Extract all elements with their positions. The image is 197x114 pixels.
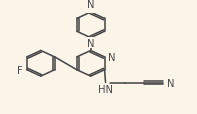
Text: N: N — [87, 38, 94, 48]
Text: N: N — [108, 52, 116, 62]
Text: N: N — [87, 0, 94, 10]
Text: N: N — [167, 78, 175, 88]
Text: HN: HN — [98, 85, 113, 95]
Text: F: F — [17, 65, 23, 75]
